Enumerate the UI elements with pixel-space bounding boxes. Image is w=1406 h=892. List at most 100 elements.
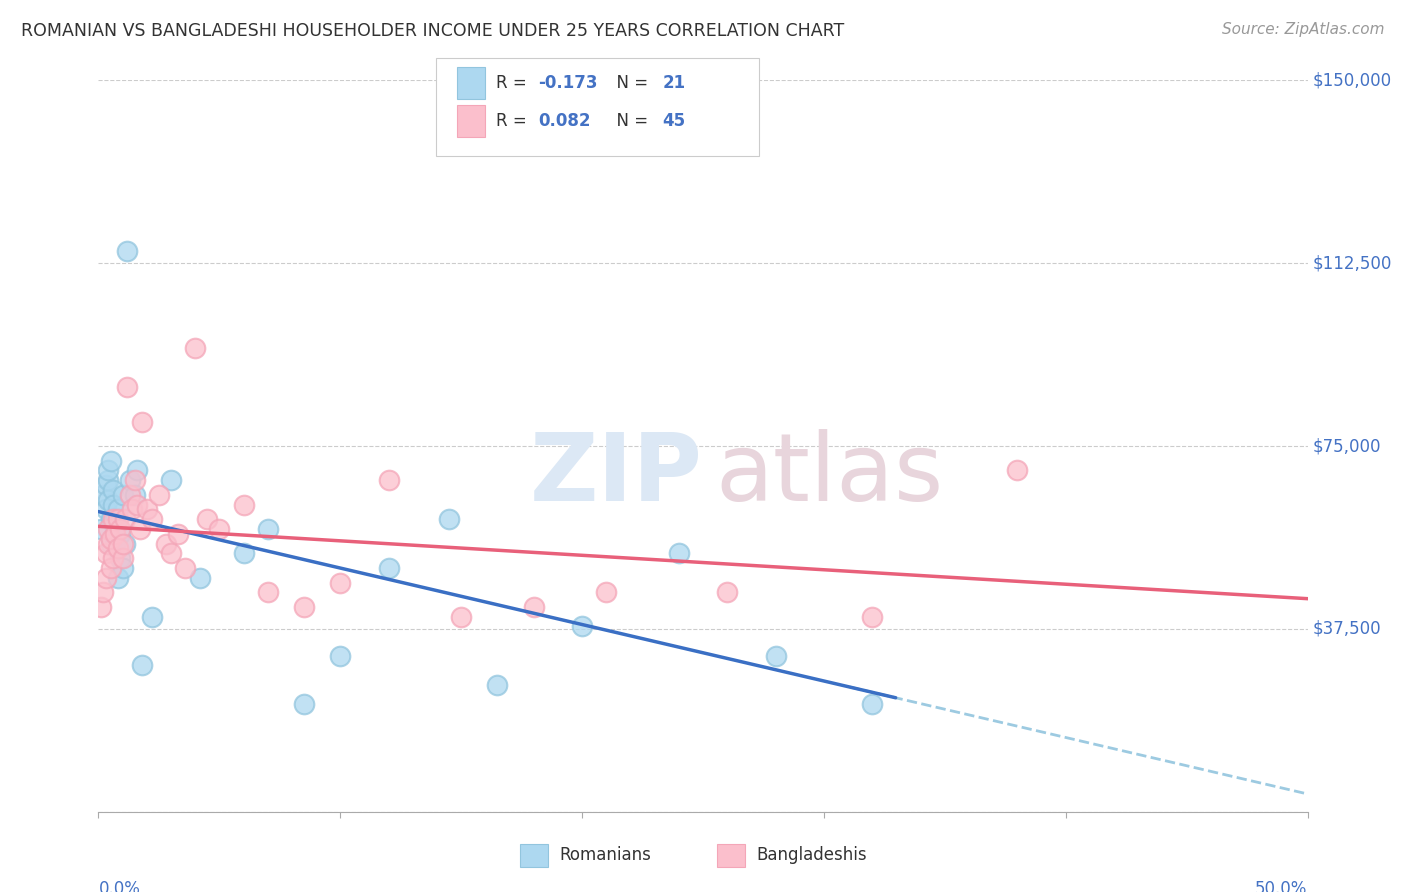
Point: [94, 546, 117, 560]
Point: [101, 512, 124, 526]
Text: Source: ZipAtlas.com: Source: ZipAtlas.com: [1222, 22, 1385, 37]
Point: [104, 522, 127, 536]
Point: [148, 488, 170, 502]
Point: [118, 473, 141, 487]
Text: $37,500: $37,500: [1312, 620, 1381, 638]
Point: [124, 473, 146, 487]
Point: [117, 244, 139, 258]
Point: [94, 502, 117, 516]
Text: -0.173: -0.173: [538, 74, 598, 92]
Text: R =: R =: [496, 112, 533, 130]
Point: [94, 478, 117, 492]
Point: [107, 502, 129, 516]
Text: ROMANIAN VS BANGLADESHI HOUSEHOLDER INCOME UNDER 25 YEARS CORRELATION CHART: ROMANIAN VS BANGLADESHI HOUSEHOLDER INCO…: [21, 22, 845, 40]
Point: [450, 609, 472, 624]
Point: [107, 571, 129, 585]
Text: atlas: atlas: [716, 429, 943, 521]
Point: [101, 498, 124, 512]
Point: [97, 536, 120, 550]
Point: [184, 342, 207, 356]
Point: [101, 551, 124, 566]
Point: [135, 502, 157, 516]
Point: [292, 698, 315, 712]
Point: [437, 512, 460, 526]
Point: [232, 498, 254, 512]
Text: $150,000: $150,000: [1312, 71, 1392, 89]
Point: [860, 698, 883, 712]
Point: [111, 536, 134, 550]
Point: [195, 512, 218, 526]
Point: [329, 575, 352, 590]
Point: [117, 380, 139, 394]
Point: [97, 522, 120, 536]
Point: [90, 599, 112, 614]
Text: 21: 21: [662, 74, 685, 92]
Point: [100, 453, 122, 467]
Point: [208, 522, 231, 536]
Point: [104, 512, 127, 526]
Text: 50.0%: 50.0%: [1256, 880, 1308, 892]
Point: [94, 571, 117, 585]
Point: [101, 483, 124, 497]
Point: [97, 473, 120, 487]
Point: [97, 463, 120, 477]
Point: [128, 522, 150, 536]
Text: $112,500: $112,500: [1312, 254, 1392, 272]
Point: [100, 561, 122, 575]
Point: [121, 502, 143, 516]
Point: [124, 488, 146, 502]
Point: [104, 526, 127, 541]
Point: [108, 551, 131, 566]
Point: [118, 488, 141, 502]
Point: [329, 648, 352, 663]
Point: [160, 546, 183, 560]
Point: [167, 526, 190, 541]
Text: ZIP: ZIP: [530, 429, 703, 521]
Point: [131, 658, 153, 673]
Point: [188, 571, 211, 585]
Point: [127, 498, 149, 512]
Point: [111, 561, 134, 575]
Point: [104, 536, 127, 550]
Point: [292, 599, 315, 614]
Point: [256, 522, 278, 536]
Point: [486, 678, 509, 692]
Text: Bangladeshis: Bangladeshis: [756, 847, 868, 864]
Text: N =: N =: [606, 112, 654, 130]
Point: [860, 609, 883, 624]
Text: 45: 45: [662, 112, 685, 130]
Point: [91, 488, 114, 502]
Point: [97, 492, 120, 507]
Point: [108, 526, 131, 541]
Text: 0.0%: 0.0%: [98, 880, 141, 892]
Text: R =: R =: [496, 74, 533, 92]
Text: $75,000: $75,000: [1312, 437, 1381, 455]
Point: [111, 551, 134, 566]
Point: [141, 512, 163, 526]
Point: [100, 536, 122, 550]
Point: [160, 473, 183, 487]
Point: [90, 522, 112, 536]
Point: [127, 463, 149, 477]
Point: [174, 561, 197, 575]
Point: [1007, 463, 1029, 477]
Point: [111, 488, 134, 502]
Point: [668, 546, 690, 560]
Point: [377, 473, 399, 487]
Point: [571, 619, 593, 633]
Point: [523, 599, 546, 614]
Point: [131, 415, 153, 429]
Point: [765, 648, 787, 663]
Text: N =: N =: [606, 74, 654, 92]
Point: [100, 512, 122, 526]
Point: [114, 512, 136, 526]
Point: [100, 532, 122, 546]
Point: [108, 522, 131, 536]
Point: [595, 585, 617, 599]
Point: [377, 561, 399, 575]
Point: [107, 512, 129, 526]
Point: [114, 536, 136, 550]
Point: [107, 541, 129, 556]
Point: [232, 546, 254, 560]
Point: [155, 536, 177, 550]
